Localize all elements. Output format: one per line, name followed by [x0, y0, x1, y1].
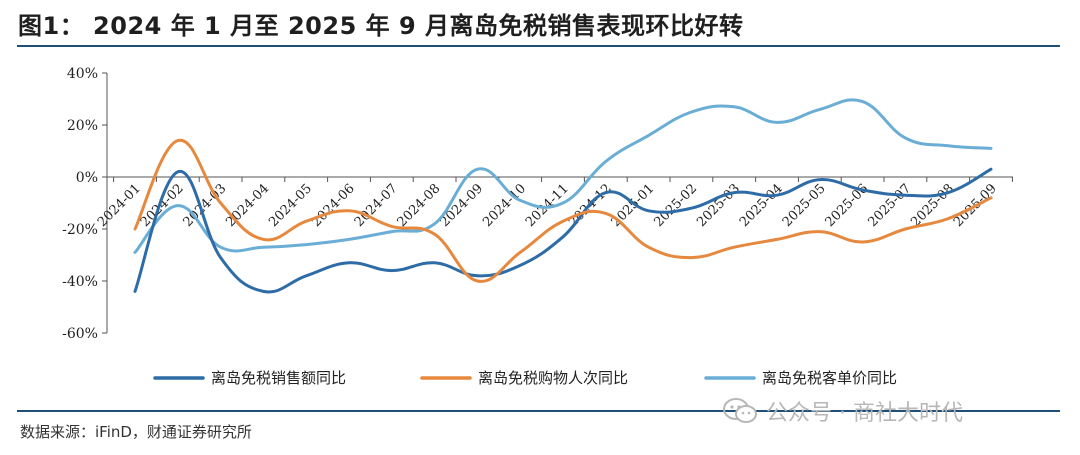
- series-line-sales: [133, 167, 993, 294]
- legend-label: 离岛免税购物人次同比: [478, 369, 628, 387]
- y-tick-label: 20%: [67, 118, 98, 134]
- chart-title: 图1： 2024 年 1 月至 2025 年 9 月离岛免税销售表现环比好转: [18, 12, 744, 40]
- watermark-text: 公众号 · 商社大时代: [766, 401, 963, 426]
- x-tick-label: 2024-06: [309, 181, 358, 230]
- x-tick-label: 2024-09: [437, 181, 486, 230]
- x-tick-label: 2024-07: [352, 181, 401, 230]
- series-line-shoppers: [133, 139, 993, 283]
- legend-label: 离岛免税客单价同比: [762, 369, 897, 387]
- header-rule: [17, 45, 1060, 47]
- series-line-unit_price: [133, 98, 993, 254]
- y-tick-label: 40%: [67, 66, 98, 82]
- y-tick-label: -60%: [62, 326, 98, 342]
- footer-rule: [17, 410, 1060, 412]
- x-tick-label: 2025-07: [865, 181, 914, 230]
- data-source: 数据来源：iFinD，财通证券研究所: [20, 423, 252, 441]
- y-tick-label: -20%: [62, 222, 98, 238]
- x-tick-label: 2025-01: [609, 181, 658, 230]
- y-tick-label: 0%: [76, 170, 98, 186]
- x-tick-label: 2024-04: [223, 181, 272, 230]
- x-tick-label: 2025-02: [651, 181, 700, 230]
- x-tick-label: 2025-04: [737, 181, 786, 230]
- wechat-icon: [723, 398, 757, 423]
- chart-series: [133, 98, 993, 294]
- line-chart: 40%20%0%-20%-40%-60%2024-012024-022024-0…: [62, 66, 1013, 387]
- x-tick-label: 2024-05: [266, 181, 315, 230]
- x-tick-label: 2025-05: [780, 181, 829, 230]
- legend-label: 离岛免税销售额同比: [211, 369, 346, 387]
- chart-legend: 离岛免税销售额同比 离岛免税购物人次同比 离岛免税客单价同比: [153, 369, 897, 387]
- x-tick-label: 2025-06: [823, 181, 872, 230]
- watermark: 公众号 · 商社大时代: [722, 395, 963, 427]
- y-tick-label: -40%: [62, 274, 98, 290]
